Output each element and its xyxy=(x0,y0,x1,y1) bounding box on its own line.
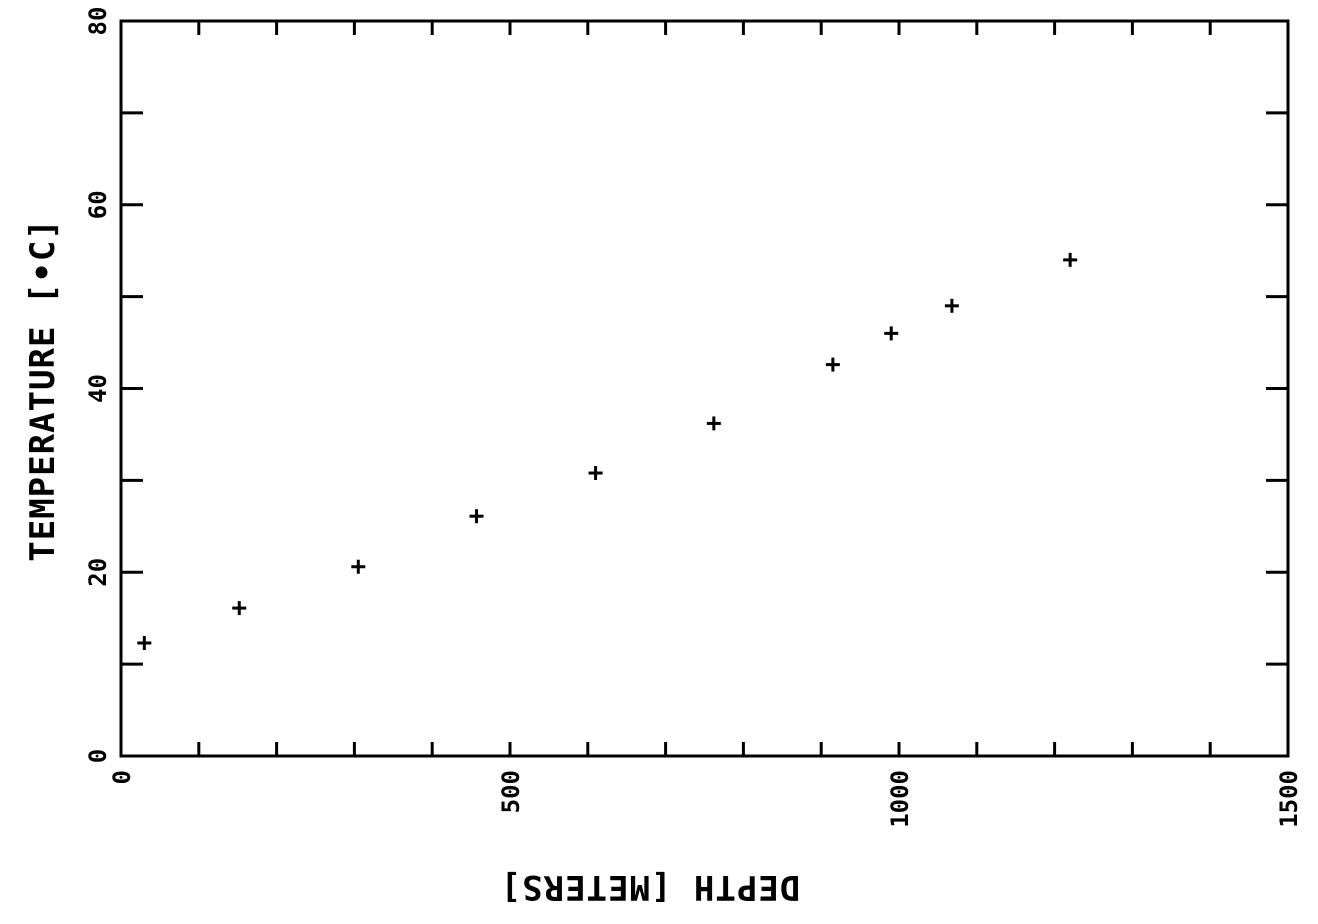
data-point xyxy=(944,298,959,313)
y-tick-label: 80 xyxy=(84,7,112,36)
y-tick-label: 0 xyxy=(84,749,112,763)
x-axis-title: DEPTH [METERS] xyxy=(500,867,801,907)
data-point xyxy=(706,416,721,431)
plot-frame xyxy=(119,19,1290,758)
data-point xyxy=(1063,252,1078,267)
data-point xyxy=(232,601,247,616)
y-tick-label: 60 xyxy=(84,190,112,219)
y-tick-labels: 0 20 40 60 80 xyxy=(84,7,112,764)
y-tick-label: 20 xyxy=(84,558,112,587)
data-point xyxy=(351,559,366,574)
data-point xyxy=(588,466,603,481)
y-tick-label: 40 xyxy=(84,374,112,403)
x-tick-label: 1500 xyxy=(1275,770,1303,828)
y-axis-title: TEMPERATURE [•C] xyxy=(23,218,63,562)
data-point xyxy=(884,326,899,341)
x-tick-label: 500 xyxy=(497,770,525,813)
data-point xyxy=(469,509,484,524)
x-tick-label: 0 xyxy=(108,770,136,784)
data-point xyxy=(825,357,840,372)
x-tick-label: 1000 xyxy=(886,770,914,828)
x-tick-labels: 0 500 1000 1500 xyxy=(108,770,1303,828)
data-points xyxy=(137,252,1078,650)
axis-ticks xyxy=(121,21,1288,756)
data-point xyxy=(137,635,152,650)
